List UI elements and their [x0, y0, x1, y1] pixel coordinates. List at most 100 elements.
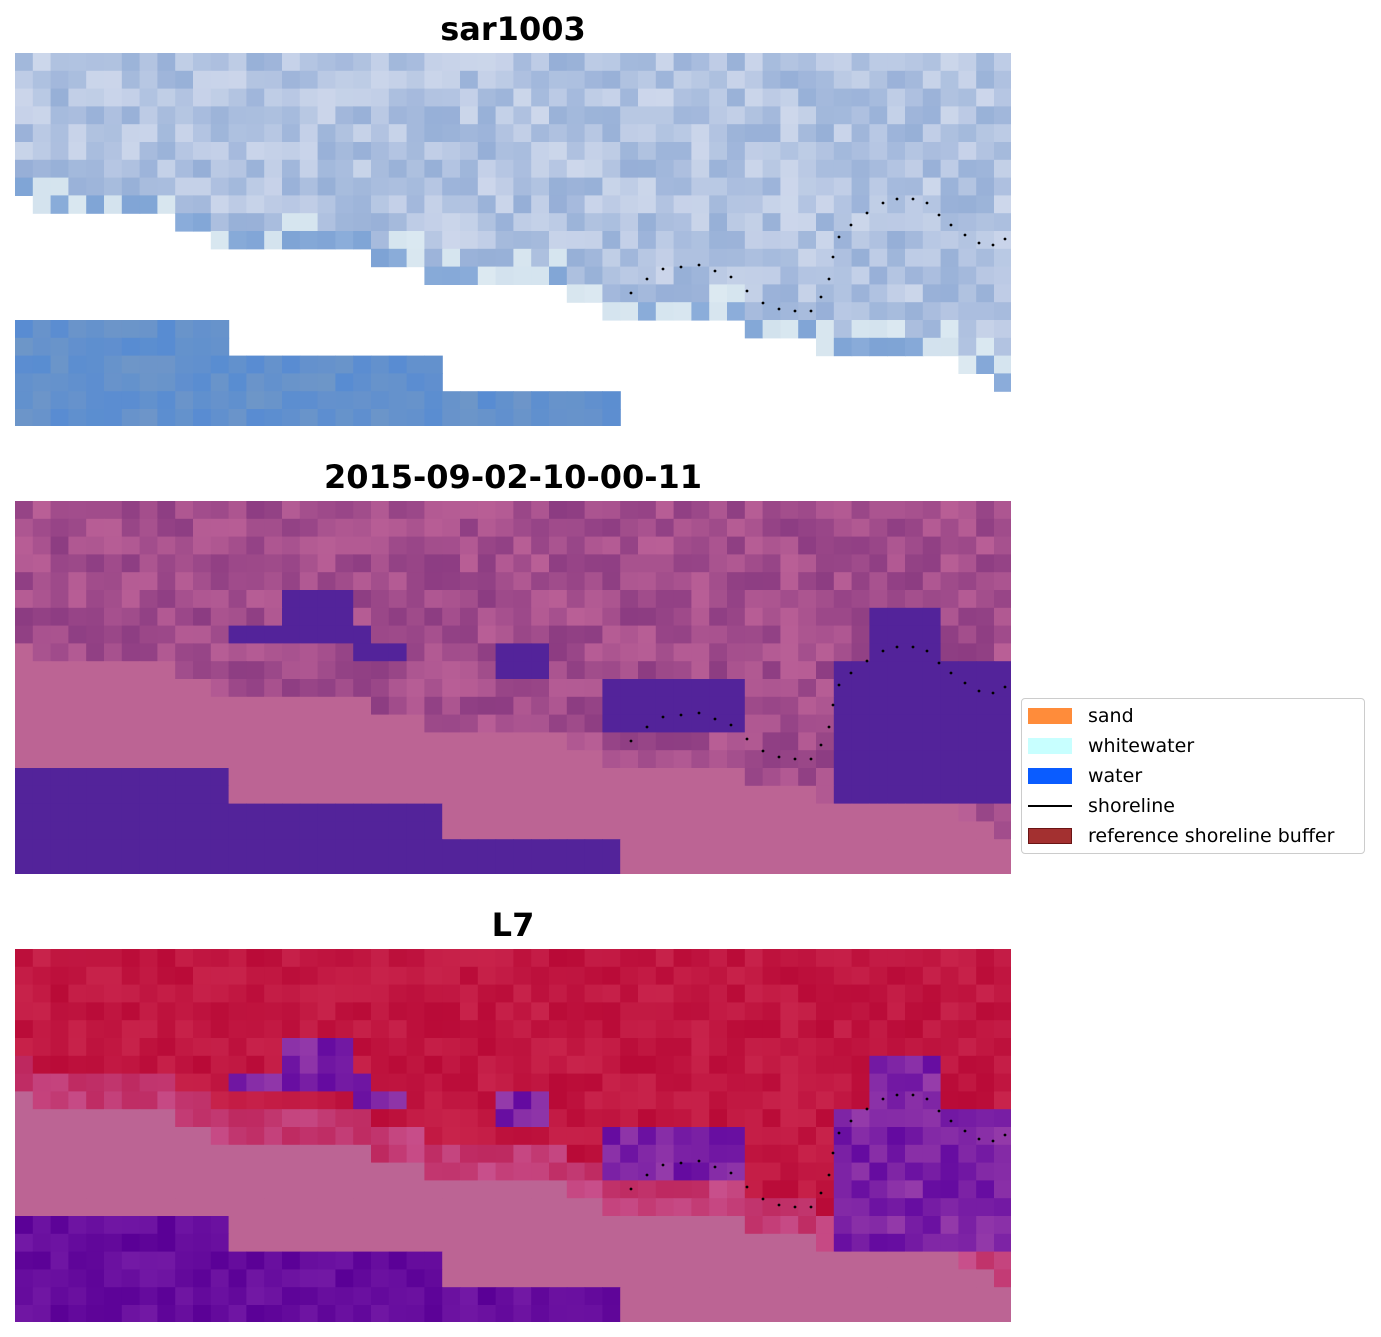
shoreline-dot: [949, 223, 953, 227]
shoreline-dot: [697, 711, 701, 715]
shoreline-dot: [977, 689, 981, 693]
legend-label-whitewater: whitewater: [1088, 735, 1195, 757]
shoreline-dot: [729, 723, 733, 727]
shoreline-dot: [745, 289, 749, 293]
water-swatch: [1028, 768, 1072, 784]
shoreline-dot: [777, 755, 781, 759]
classified-image: [15, 501, 1011, 874]
shoreline-dot: [911, 197, 915, 201]
shoreline-dot: [1003, 237, 1007, 241]
shoreline-dot: [697, 263, 701, 267]
shoreline-dot: [1003, 685, 1007, 689]
raster-cells: [15, 501, 1011, 874]
shoreline-dot: [991, 691, 995, 695]
legend-label-sand: sand: [1088, 705, 1134, 727]
shoreline-dot: [937, 661, 941, 665]
shoreline-dot: [1003, 1133, 1007, 1137]
shoreline-dot: [881, 1097, 885, 1101]
panel-title-1: sar1003: [440, 10, 586, 48]
shoreline-dot: [937, 1109, 941, 1113]
shoreline-dot: [963, 233, 967, 237]
sar-image: [15, 53, 1011, 426]
l7-image: [15, 949, 1011, 1322]
shoreline-dot: [679, 713, 683, 717]
shoreline-dot: [831, 255, 835, 259]
shoreline-dot: [819, 1191, 823, 1195]
legend-item-reference-buffer: reference shoreline buffer: [1028, 823, 1358, 847]
shoreline-dot: [809, 757, 813, 761]
legend-item-water: water: [1028, 763, 1358, 787]
shoreline-dot: [819, 295, 823, 299]
shoreline-dot: [629, 291, 633, 295]
shoreline-dot: [745, 1185, 749, 1189]
shoreline-dot: [895, 1093, 899, 1097]
shoreline-dot: [977, 241, 981, 245]
shoreline-dot: [777, 1203, 781, 1207]
shoreline-dot: [865, 1107, 869, 1111]
legend-label-reference-buffer: reference shoreline buffer: [1088, 825, 1335, 847]
shoreline-dot: [729, 275, 733, 279]
shoreline-dot: [809, 309, 813, 313]
shoreline-dot: [809, 1205, 813, 1209]
shoreline-dot: [925, 1097, 929, 1101]
legend: sand whitewater water shoreline referenc…: [1021, 698, 1365, 854]
l7-image-panel: [15, 949, 1011, 1322]
shoreline-dots: [629, 1093, 1007, 1209]
shoreline-dot: [837, 683, 841, 687]
shoreline-dot: [793, 309, 797, 313]
shoreline-dots: [629, 645, 1007, 761]
shoreline-dot: [881, 649, 885, 653]
shoreline-dot: [679, 265, 683, 269]
shoreline-dot: [661, 715, 665, 719]
shoreline-dot: [849, 671, 853, 675]
shoreline-dot: [963, 1129, 967, 1133]
shoreline-dot: [745, 737, 749, 741]
shoreline-dot: [679, 1161, 683, 1165]
shoreline-dot: [849, 1119, 853, 1123]
shoreline-dots: [629, 197, 1007, 313]
shoreline-dot: [645, 1173, 649, 1177]
shoreline-dot: [831, 1151, 835, 1155]
shoreline-dot: [819, 743, 823, 747]
shoreline-dot: [713, 269, 717, 273]
shoreline-dot: [963, 681, 967, 685]
shoreline-dot: [991, 243, 995, 247]
shoreline-dot: [895, 197, 899, 201]
shoreline-dot: [925, 201, 929, 205]
legend-label-water: water: [1088, 765, 1143, 787]
shoreline-dot: [881, 201, 885, 205]
shoreline-dot: [793, 1205, 797, 1209]
raster-cells: [15, 949, 1011, 1322]
shoreline-dot: [713, 1165, 717, 1169]
shoreline-dot: [865, 211, 869, 215]
raster-cells: [15, 53, 1011, 426]
shoreline-dot: [645, 725, 649, 729]
shoreline-dot: [837, 1131, 841, 1135]
shoreline-dot: [925, 649, 929, 653]
legend-item-sand: sand: [1028, 703, 1358, 727]
shoreline-dot: [827, 1173, 831, 1177]
shoreline-dot: [949, 1119, 953, 1123]
shoreline-dot: [849, 223, 853, 227]
shoreline-dot: [729, 1171, 733, 1175]
shoreline-dot: [629, 739, 633, 743]
shoreline-dot: [827, 725, 831, 729]
shoreline-dot: [991, 1139, 995, 1143]
shoreline-dot: [949, 671, 953, 675]
shoreline-dot: [831, 703, 835, 707]
panel-title-3: L7: [491, 906, 535, 944]
shoreline-dot: [661, 1163, 665, 1167]
shoreline-dot: [761, 301, 765, 305]
shoreline-dot: [977, 1137, 981, 1141]
legend-item-whitewater: whitewater: [1028, 733, 1358, 757]
shoreline-dot: [697, 1159, 701, 1163]
shoreline-dot: [629, 1187, 633, 1191]
reference-buffer-swatch: [1028, 828, 1072, 844]
classified-image-panel: [15, 501, 1011, 874]
shoreline-dot: [777, 307, 781, 311]
shoreline-dot: [761, 749, 765, 753]
legend-label-shoreline: shoreline: [1088, 795, 1175, 817]
shoreline-dot: [911, 1093, 915, 1097]
shoreline-dot: [827, 277, 831, 281]
shoreline-dot: [645, 277, 649, 281]
